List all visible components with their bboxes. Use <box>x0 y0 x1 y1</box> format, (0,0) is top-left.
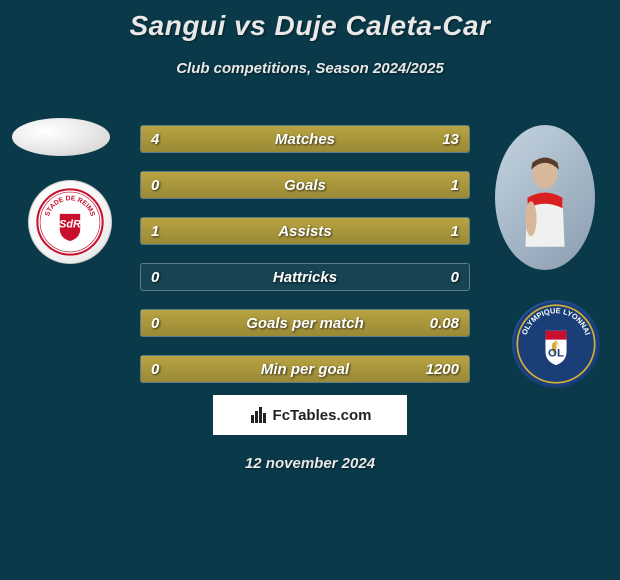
stat-row: 413Matches <box>140 125 470 153</box>
stat-value-left: 1 <box>151 218 159 244</box>
stat-row: 11Assists <box>140 217 470 245</box>
stat-row: 01Goals <box>140 171 470 199</box>
stats-container: 413Matches01Goals11Assists00Hattricks00.… <box>140 125 470 401</box>
brand-logo-icon <box>249 405 269 425</box>
date-text: 12 november 2024 <box>0 455 620 472</box>
club-right-abbrev: OL <box>548 347 564 359</box>
brand-footer: FcTables.com <box>213 395 407 435</box>
brand-text: FcTables.com <box>273 407 372 424</box>
stat-value-right: 0.08 <box>430 310 459 336</box>
stat-value-right: 1200 <box>426 356 459 382</box>
stat-value-left: 0 <box>151 264 159 290</box>
comparison-title: Sangui vs Duje Caleta-Car <box>0 0 620 42</box>
stat-value-right: 0 <box>451 264 459 290</box>
bar-right <box>141 356 469 382</box>
club-badge-left: STADE DE REIMS SdR <box>28 180 112 264</box>
stat-value-left: 4 <box>151 126 159 152</box>
bar-right <box>141 172 469 198</box>
stat-value-right: 1 <box>451 172 459 198</box>
bar-right <box>216 126 469 152</box>
stat-value-right: 13 <box>442 126 459 152</box>
stat-row: 00.08Goals per match <box>140 309 470 337</box>
bar-right <box>141 310 469 336</box>
comparison-subtitle: Club competitions, Season 2024/2025 <box>0 60 620 77</box>
stat-label: Hattricks <box>141 264 469 290</box>
player-photo-right <box>495 125 595 270</box>
bar-right <box>305 218 469 244</box>
player-photo-left <box>12 118 110 156</box>
club-badge-right: OLYMPIQUE LYONNAI OL <box>512 300 600 388</box>
stat-value-left: 0 <box>151 310 159 336</box>
stat-row: 01200Min per goal <box>140 355 470 383</box>
bar-left <box>141 218 305 244</box>
stat-row: 0 0Hattricks <box>140 263 470 291</box>
stat-value-right: 1 <box>451 218 459 244</box>
club-left-abbrev: SdR <box>59 218 81 230</box>
stat-value-left: 0 <box>151 356 159 382</box>
stat-value-left: 0 <box>151 172 159 198</box>
